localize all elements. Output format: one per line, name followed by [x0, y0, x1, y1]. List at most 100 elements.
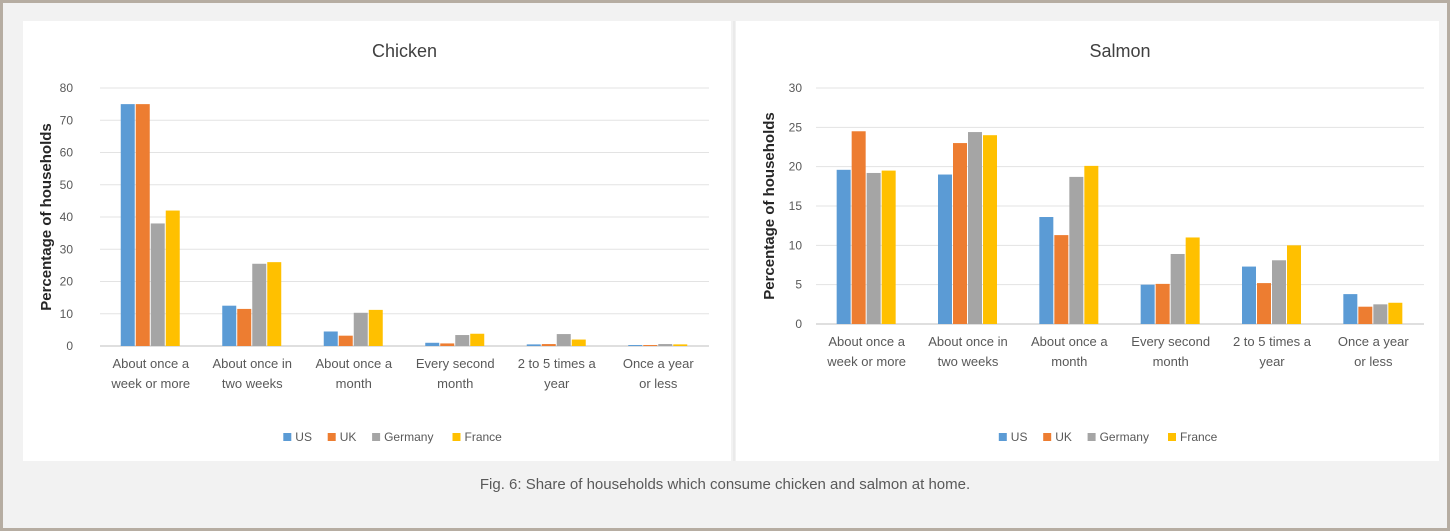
bar-france — [1287, 245, 1301, 324]
chicken-chart: Chicken 0 10 20 30 40 50 60 70 80 Percentage of ho… — [38, 41, 709, 444]
bar-france — [470, 333, 485, 346]
bar-germany — [1272, 260, 1286, 324]
x-tick-label: About once a week or more — [110, 356, 190, 391]
legend-swatch-uk — [1043, 433, 1052, 441]
bar-uk — [1155, 283, 1170, 324]
bar-us — [1242, 266, 1256, 324]
x-tick-label: Once a year or less — [1338, 334, 1409, 369]
x-tick-label: Every second month — [416, 356, 495, 391]
legend-swatch-us — [998, 433, 1007, 441]
legend-label-germany: Germany — [384, 430, 433, 444]
bar-us — [1039, 217, 1054, 324]
y-tick-label: 40 — [60, 210, 74, 224]
salmon-chart: Salmon 0 5 10 15 20 25 30 Percentage of househol… — [761, 41, 1424, 444]
y-tick-label: 20 — [60, 275, 74, 289]
x-tick-label: About once a month — [1031, 334, 1108, 369]
bar-uk — [135, 104, 150, 346]
x-tick-label: About once a month — [315, 356, 392, 391]
bar-us — [836, 169, 851, 324]
y-tick-label: 70 — [60, 113, 74, 127]
bar-germany — [455, 335, 470, 346]
x-tick-label: 2 to 5 times a year — [1233, 334, 1312, 369]
panel-divider — [733, 21, 735, 461]
legend-label-germany: Germany — [1100, 430, 1149, 444]
legend-label-uk: UK — [340, 430, 357, 444]
y-tick-label: 15 — [789, 199, 803, 213]
legend-label-us: US — [1011, 430, 1028, 444]
legend-swatch-france — [452, 433, 461, 441]
bar-germany — [866, 172, 881, 324]
bar-germany — [1170, 253, 1185, 324]
bar-germany — [252, 263, 267, 346]
y-tick-label: 60 — [60, 146, 74, 160]
y-tick-label: 25 — [789, 120, 803, 134]
y-tick-label: 10 — [789, 238, 803, 252]
bar-france — [673, 344, 688, 346]
bar-us — [938, 174, 952, 324]
bar-uk — [1358, 306, 1373, 324]
chart-title: Salmon — [1089, 41, 1150, 61]
legend-swatch-germany — [372, 433, 381, 441]
bar-uk — [541, 344, 556, 346]
bar-germany — [968, 132, 982, 324]
bar-uk — [338, 335, 353, 346]
chart-panel-chicken: Chicken 0 10 20 30 40 50 60 70 80 Percentage of ho… — [23, 21, 731, 461]
bar-uk — [1054, 235, 1069, 324]
bar-uk — [953, 143, 967, 324]
y-tick-label: 80 — [60, 81, 74, 95]
y-tick-label: 50 — [60, 178, 74, 192]
bar-france — [267, 262, 282, 346]
bar-us — [628, 345, 643, 346]
bar-france — [1084, 165, 1099, 324]
bar-germany — [1069, 176, 1084, 324]
legend-swatch-germany — [1087, 433, 1096, 441]
bar-germany — [150, 223, 165, 346]
legend-swatch-uk — [327, 433, 336, 441]
legend-swatch-us — [283, 433, 292, 441]
bar-france — [165, 210, 180, 346]
legend-swatch-france — [1168, 433, 1176, 441]
y-tick-label: 0 — [795, 317, 802, 331]
x-tick-label: About once a week or more — [826, 334, 906, 369]
x-tick-label: About once in two weeks — [928, 334, 1008, 369]
y-axis-label: Percentage of households — [761, 112, 778, 300]
x-tick-label: 2 to 5 times a year — [518, 356, 597, 391]
bar-uk — [643, 345, 658, 346]
legend-label-france: France — [465, 430, 503, 444]
chart-panel-salmon: Salmon 0 5 10 15 20 25 30 Percentage of househol… — [736, 21, 1439, 461]
x-tick-label: About once in two weeks — [212, 356, 292, 391]
chart-title: Chicken — [372, 41, 437, 61]
bar-uk — [440, 343, 455, 346]
bar-uk — [1257, 283, 1271, 324]
bar-france — [983, 135, 997, 324]
bar-france — [1185, 237, 1200, 324]
legend-label-france: France — [1180, 430, 1218, 444]
bar-uk — [851, 131, 866, 324]
bar-france — [881, 170, 896, 324]
y-tick-label: 20 — [789, 160, 803, 174]
bar-us — [425, 342, 440, 346]
x-tick-label: Every second month — [1131, 334, 1210, 369]
y-tick-label: 0 — [66, 339, 73, 353]
bar-germany — [556, 334, 571, 346]
y-tick-label: 30 — [60, 242, 74, 256]
bar-germany — [1373, 304, 1388, 324]
bar-us — [526, 344, 541, 346]
bar-germany — [658, 344, 673, 346]
bar-uk — [237, 308, 252, 346]
legend-label-us: US — [295, 430, 312, 444]
x-tick-label: Once a year or less — [623, 356, 694, 391]
bar-us — [1140, 284, 1155, 324]
bar-germany — [353, 312, 368, 346]
bar-us — [1343, 294, 1358, 324]
y-axis-label: Percentage of households — [38, 123, 55, 311]
bar-us — [323, 331, 338, 346]
y-tick-label: 30 — [789, 81, 803, 95]
y-tick-label: 10 — [60, 307, 74, 321]
bar-france — [368, 309, 383, 346]
bar-france — [1388, 302, 1403, 324]
figure-caption: Fig. 6: Share of households which consum… — [479, 476, 971, 493]
legend-label-uk: UK — [1055, 430, 1072, 444]
bar-france — [571, 339, 586, 346]
